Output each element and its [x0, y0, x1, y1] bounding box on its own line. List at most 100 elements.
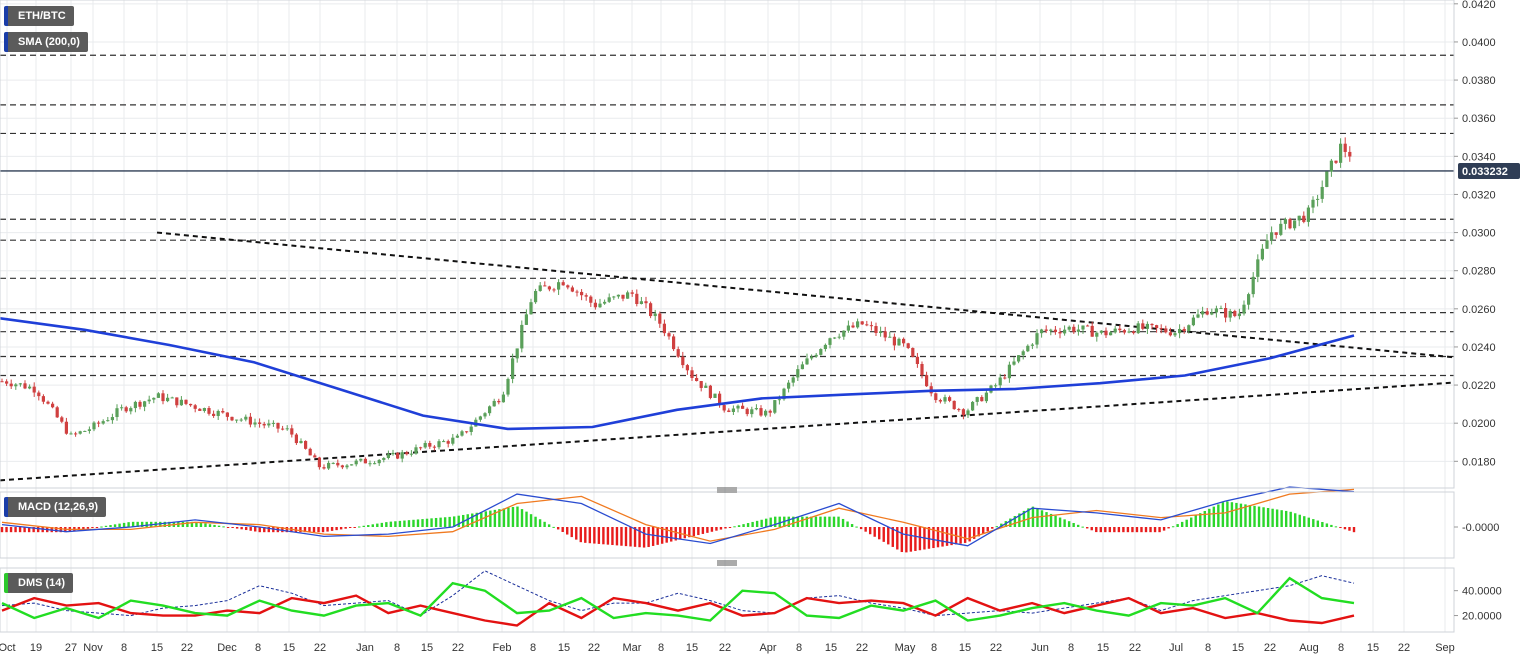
macd-histogram-bar [769, 517, 772, 527]
candle-body [598, 303, 602, 308]
macd-histogram-bar [190, 521, 194, 527]
candle-body [1339, 143, 1343, 163]
candle-body [83, 430, 87, 432]
macd-histogram-bar [489, 510, 492, 527]
candle-body [1012, 361, 1016, 365]
candle-body [32, 386, 36, 393]
macd-histogram-bar [1244, 504, 1247, 527]
candle-body [1035, 333, 1039, 345]
macd-histogram-bar [1054, 515, 1057, 527]
macd-histogram-bar [1009, 518, 1012, 527]
candle-body [299, 440, 303, 444]
macd-histogram-bar [308, 527, 311, 533]
macd-histogram-bar [235, 527, 239, 529]
candle-body [699, 381, 703, 388]
macd-histogram-bar [945, 527, 949, 546]
macd-histogram-bar [1000, 523, 1003, 527]
macd-histogram-bar [882, 527, 885, 542]
y-tick-label: 0.0320 [1462, 189, 1496, 201]
candle-body [285, 428, 289, 430]
macd-histogram-bar [638, 527, 641, 548]
macd-histogram-bar [525, 511, 528, 527]
x-tick-label: 15 [1232, 642, 1244, 654]
x-tick-label: 15 [959, 642, 971, 654]
candle-body [51, 403, 55, 408]
macd-histogram-bar [556, 527, 560, 530]
macd-histogram-bar [226, 527, 230, 528]
dms-pane-frame [0, 567, 1455, 633]
candle-body [796, 369, 800, 378]
macd-histogram-bar [335, 527, 338, 531]
x-tick-label: 15 [686, 642, 698, 654]
x-tick-label: 8 [1205, 642, 1211, 654]
candle-body [1214, 308, 1218, 313]
candle-body [1247, 294, 1251, 305]
macd-histogram-bar [1122, 527, 1125, 533]
candle-body [1265, 240, 1269, 249]
candle-body [874, 326, 878, 334]
candle-body [584, 295, 588, 297]
macd-histogram-bar [127, 522, 130, 527]
candle-body [386, 454, 390, 459]
candle-body [515, 348, 519, 359]
pane-resize-handles[interactable] [717, 487, 737, 566]
macd-histogram-bar [1086, 527, 1089, 529]
candle-body [202, 408, 206, 411]
macd-histogram-bar [353, 527, 356, 528]
macd-histogram-bar [434, 517, 438, 527]
macd-histogram-bar [1108, 527, 1112, 533]
macd-histogram-bar [778, 516, 781, 527]
candle-body [175, 397, 179, 406]
candle-body [253, 422, 257, 425]
macd-histogram-bar [1099, 527, 1102, 533]
macd-histogram-bar [674, 527, 677, 541]
macd-line [1, 486, 1355, 547]
candle-body [189, 403, 193, 406]
candle-body [865, 324, 869, 326]
candle-body [534, 290, 538, 303]
candle-body [805, 358, 809, 365]
candle-body [1325, 171, 1329, 187]
macd-histogram-bar [801, 516, 804, 527]
candle-body [773, 400, 777, 413]
candle-body [1237, 313, 1241, 317]
candle-body [207, 408, 211, 414]
macd-histogram-bar [570, 527, 573, 538]
candle-body [1063, 329, 1067, 334]
candle-body [603, 301, 607, 304]
macd-histogram-bar [1343, 527, 1347, 530]
macd-histogram-bar [222, 526, 225, 528]
macd-histogram-bar [1266, 508, 1270, 527]
candle-body [5, 381, 9, 384]
macd-histogram-bar [330, 527, 334, 531]
macd-histogram-bar [1294, 513, 1297, 527]
macd-histogram-bar [100, 526, 103, 528]
macd-histogram-bar [615, 527, 619, 546]
macd-histogram-bar [1040, 510, 1044, 527]
candle-body [856, 321, 860, 328]
macd-histogram-bar [358, 526, 361, 528]
macd-histogram-bar [18, 527, 22, 533]
candle-body [423, 443, 427, 448]
macd-histogram-bar [199, 522, 203, 527]
candle-body [750, 409, 754, 415]
candle-body [1104, 330, 1108, 336]
candle-body [920, 363, 924, 376]
candle-body [948, 397, 952, 401]
candle-body [1109, 332, 1113, 336]
x-tick-label: 22 [1264, 642, 1276, 654]
macd-histogram-bar [977, 527, 980, 537]
candle-body [1164, 328, 1168, 333]
macd-histogram-bar [362, 525, 365, 527]
trendline [0, 381, 1455, 482]
macd-histogram-bar [959, 527, 962, 544]
candle-body [1017, 355, 1021, 362]
macd-histogram-bar [547, 524, 551, 527]
candle-body [1274, 232, 1278, 235]
candle-body [971, 401, 975, 411]
macd-histogram-bar [629, 527, 632, 547]
x-tick-label: 22 [588, 642, 600, 654]
macd-histogram-bar [670, 527, 673, 542]
